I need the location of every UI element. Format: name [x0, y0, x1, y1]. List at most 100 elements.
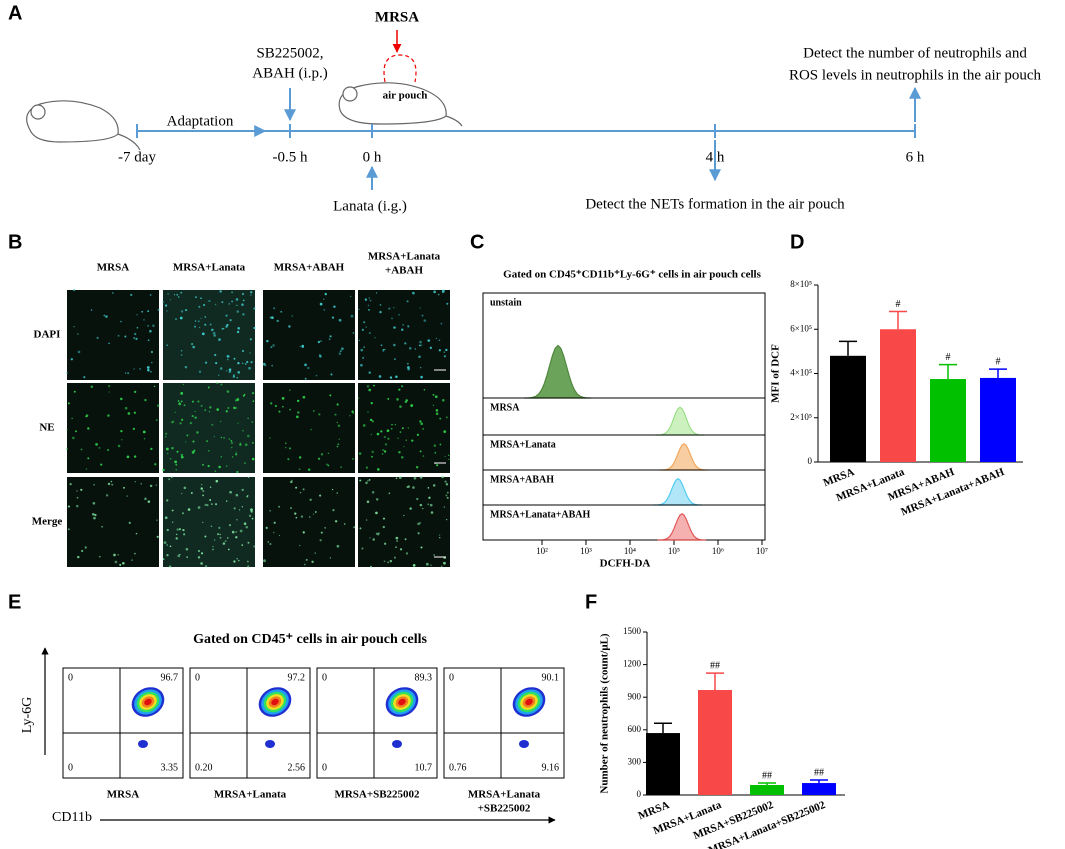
cell-dot [325, 463, 328, 466]
cell-dot [250, 294, 252, 296]
cell-dot [120, 430, 123, 433]
cell-dot [391, 317, 393, 320]
column-label: MRSA+ABAH [274, 262, 345, 274]
cell-dot [433, 444, 437, 447]
dot-plot-frame [443, 667, 565, 779]
cell-dot [185, 547, 189, 551]
cell-dot [328, 338, 331, 340]
cell-dot [66, 429, 68, 431]
cell-dot [136, 314, 138, 316]
cell-dot [379, 304, 382, 306]
cell-dot [219, 367, 223, 370]
population-contour [519, 740, 529, 748]
micrograph [163, 290, 255, 380]
cell-dot [251, 517, 254, 520]
dot-plot-frame [316, 667, 438, 779]
cell-dot [269, 542, 272, 546]
x-axis-label: DCFH-DA [600, 558, 651, 570]
y-tick-label: 6×10⁵ [790, 323, 812, 333]
cell-dot [241, 488, 244, 492]
y-tick-label: 0 [808, 456, 813, 466]
cell-dot [332, 488, 334, 491]
cell-dot [427, 503, 430, 506]
cell-dot [422, 508, 424, 510]
cell-dot [236, 470, 239, 474]
plot-label: MRSA+SB225002 [334, 789, 420, 801]
cell-dot [219, 536, 222, 539]
cell-dot [126, 455, 130, 459]
y-tick-label: 600 [628, 724, 642, 734]
y-tick-label: 1500 [623, 626, 642, 636]
cell-dot [168, 478, 171, 481]
cell-dot [197, 400, 200, 403]
cell-dot [119, 563, 122, 566]
cell-dot [213, 435, 215, 438]
cell-dot [395, 546, 397, 548]
cell-dot [398, 476, 402, 479]
cell-dot [144, 497, 147, 501]
cell-dot [66, 372, 68, 374]
cell-dot [338, 438, 340, 440]
cell-dot [76, 490, 78, 492]
cell-dot [202, 489, 205, 493]
column-label: MRSA+Lanata [173, 262, 246, 274]
cell-dot [371, 450, 374, 454]
cell-dot [246, 360, 249, 364]
cell-dot [172, 509, 174, 512]
cell-dot [110, 480, 113, 483]
cell-dot [204, 565, 208, 568]
quadrant-value: 0 [68, 762, 73, 773]
cell-dot [200, 317, 202, 319]
cell-dot [443, 561, 446, 565]
sample-label: unstain [490, 297, 522, 308]
x-tick-label: 10⁴ [624, 546, 636, 556]
cell-dot [211, 328, 214, 332]
cell-dot [217, 533, 220, 536]
cell-dot [307, 366, 310, 370]
panel-label: B [8, 231, 22, 253]
cell-dot [432, 404, 434, 406]
histogram-peak [653, 478, 703, 506]
cell-dot [156, 535, 159, 538]
cell-dot [238, 509, 241, 511]
cell-dot [370, 401, 373, 405]
cell-dot [376, 432, 380, 436]
cell-dot [192, 345, 195, 349]
cell-dot [403, 514, 405, 517]
bar [802, 783, 836, 795]
cell-dot [182, 383, 185, 386]
cell-dot [443, 355, 446, 358]
cell-dot [349, 415, 351, 417]
cell-dot [228, 524, 232, 527]
cell-dot [176, 528, 179, 531]
cell-dot [201, 332, 205, 336]
cell-dot [231, 300, 233, 303]
cell-dot [419, 521, 422, 524]
cell-dot [111, 483, 114, 486]
cell-dot [327, 452, 329, 455]
cell-dot [80, 448, 83, 451]
cell-dot [153, 385, 156, 388]
cell-dot [448, 458, 450, 461]
cell-dot [435, 409, 439, 412]
cell-dot [273, 307, 276, 310]
cell-dot [198, 305, 201, 308]
cell-dot [233, 357, 236, 360]
cell-dot [432, 484, 436, 487]
cell-dot [204, 316, 207, 318]
cell-dot [412, 291, 415, 295]
cell-dot [236, 310, 240, 313]
significance-mark: # [946, 352, 951, 363]
cell-dot [134, 332, 137, 336]
cell-dot [196, 431, 199, 434]
cell-dot [406, 362, 409, 365]
plot-label: +SB225002 [478, 803, 531, 815]
cell-dot [93, 484, 95, 486]
cell-dot [180, 453, 184, 457]
cell-dot [238, 559, 240, 562]
cell-dot [229, 490, 232, 494]
micrograph [163, 477, 255, 567]
cell-dot [236, 376, 239, 379]
cell-dot [235, 536, 238, 539]
